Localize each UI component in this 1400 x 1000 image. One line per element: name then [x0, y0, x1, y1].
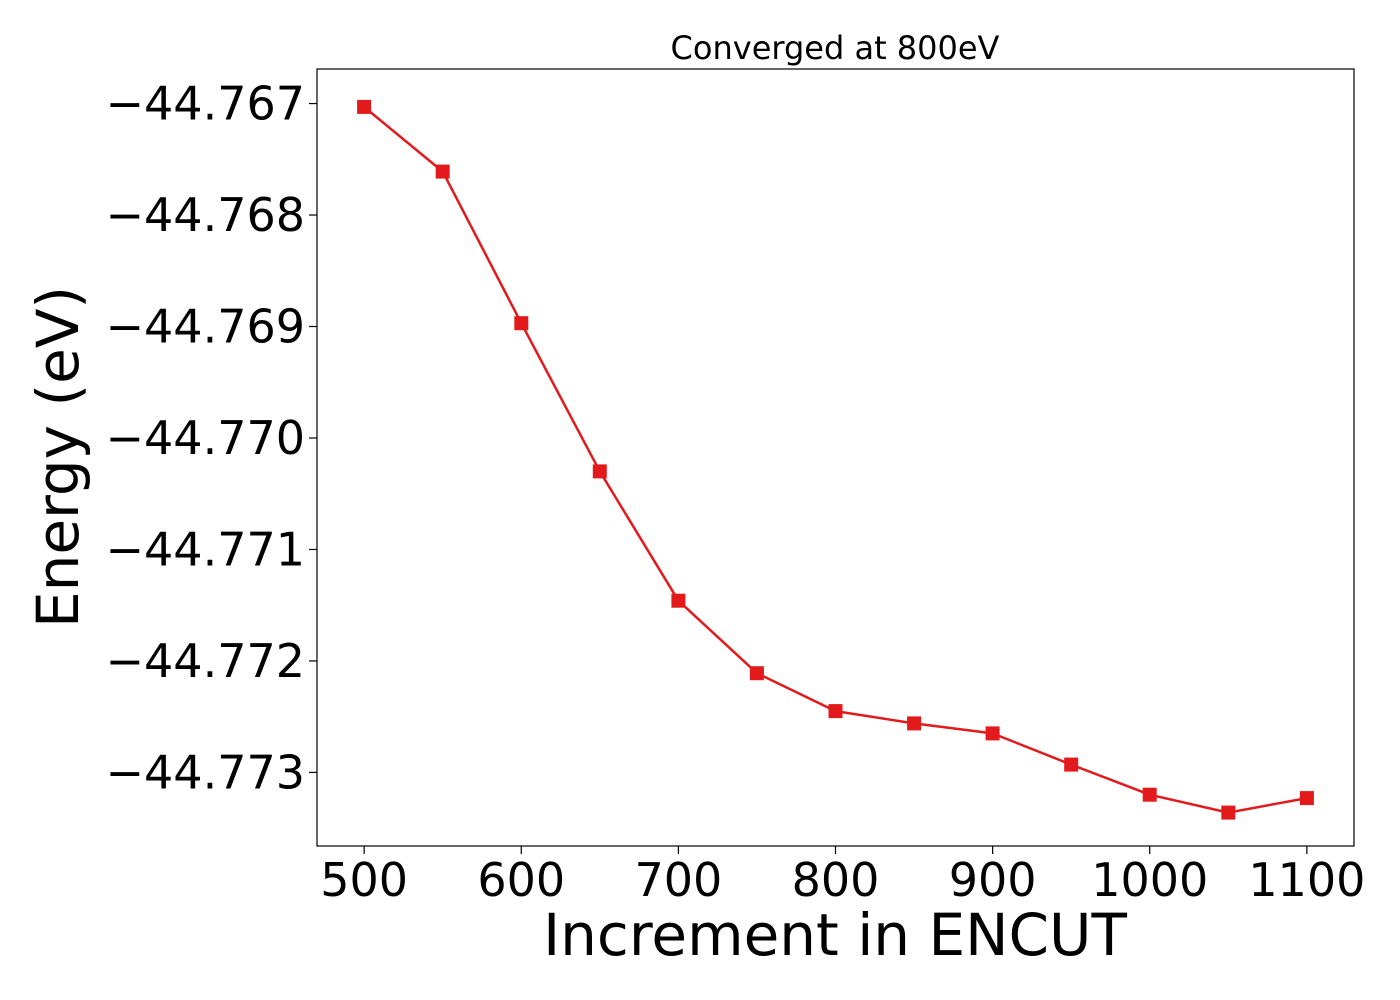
y-tick-label: −44.772 [106, 634, 306, 688]
data-point-marker [514, 316, 529, 331]
y-tick-label: −44.773 [106, 745, 306, 799]
y-tick-label: −44.771 [106, 522, 306, 576]
data-point-marker [671, 593, 686, 608]
chart-title: Converged at 800eV [671, 29, 1000, 67]
data-point-marker [907, 716, 922, 731]
data-point-marker [1299, 791, 1314, 806]
data-point-marker [985, 726, 1000, 741]
x-tick-label: 600 [477, 853, 565, 907]
x-axis-label: Increment in ENCUT [543, 901, 1127, 969]
data-point-marker [828, 704, 843, 719]
data-point-marker [357, 99, 372, 114]
data-point-marker [1142, 787, 1157, 802]
plot-area: 500 600 700 800 900 1000 1100 −44.767 −44.768 −44… [106, 68, 1365, 907]
data-point-marker [1221, 805, 1236, 820]
x-tick-label: 1100 [1248, 853, 1365, 907]
x-tick-label: 900 [949, 853, 1037, 907]
x-tick-label: 800 [792, 853, 880, 907]
y-tick-label: −44.770 [106, 411, 306, 465]
y-tick-label: −44.768 [106, 188, 306, 242]
y-tick-label: −44.767 [106, 77, 306, 131]
x-tick-label: 500 [320, 853, 408, 907]
data-point-marker [592, 464, 607, 479]
data-point-marker [435, 164, 450, 179]
data-point-marker [749, 666, 764, 681]
x-tick-label: 700 [634, 853, 722, 907]
x-tick-label: 1000 [1091, 853, 1208, 907]
y-axis-label: Energy (eV) [24, 286, 92, 628]
y-tick-label: −44.769 [106, 300, 306, 354]
data-point-marker [1064, 757, 1079, 772]
